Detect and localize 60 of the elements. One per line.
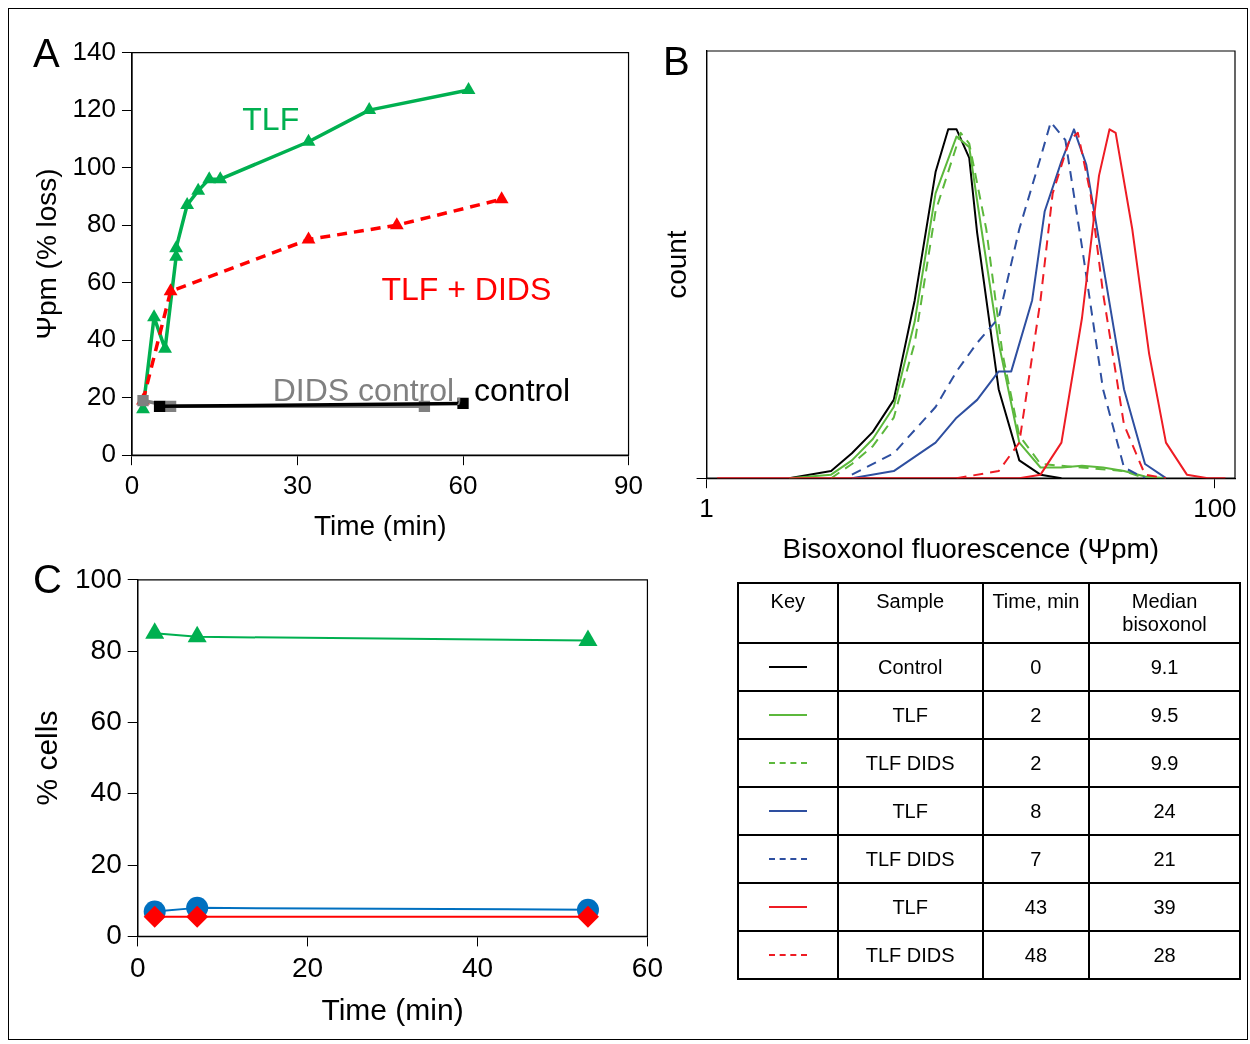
y-tick-label: 0 [106, 919, 122, 951]
category-label: Median bisoxonol [1089, 583, 1240, 643]
y-tick-label: 140 [72, 35, 116, 66]
text: 9.9 [1089, 739, 1240, 787]
series-label: TLF [242, 101, 300, 138]
text: 43 [982, 883, 1090, 931]
chart-title: A [33, 31, 60, 76]
y-axis-title: count [660, 230, 692, 299]
text: 28 [1089, 931, 1240, 979]
y-tick-label: 80 [90, 633, 122, 665]
x-tick-label: 60 [448, 469, 478, 500]
series-label: DIDS control, [272, 371, 464, 408]
text: TLF DIDS [837, 931, 983, 979]
text: 21 [1089, 835, 1240, 883]
text: 39 [1089, 883, 1240, 931]
text: 48 [982, 931, 1090, 979]
y-tick-label: 80 [87, 208, 116, 239]
chart-title: C [33, 557, 62, 602]
x-axis-title: Bisoxonol fluorescence (Ψpm) [782, 532, 1160, 564]
x-tick-label: 40 [461, 951, 494, 983]
text: 7 [982, 835, 1090, 883]
x-tick-label: 30 [283, 469, 312, 500]
text: 9.5 [1089, 691, 1240, 739]
chart-title: B [663, 39, 690, 84]
text: TLF [837, 787, 983, 835]
text: TLF DIDS [837, 739, 983, 787]
y-tick-label: 60 [87, 265, 116, 296]
category-label: Key [738, 583, 838, 643]
text: TLF [837, 883, 983, 931]
y-tick-label: 120 [72, 93, 116, 124]
y-tick-label: 20 [90, 847, 122, 879]
text: Control [837, 643, 983, 691]
text: 9.1 [1089, 643, 1240, 691]
x-axis-title: Time (min) [321, 993, 464, 1027]
y-axis-title: % cells [30, 710, 64, 806]
x-axis-title: Time (min) [313, 509, 447, 541]
category-label: Time, min [982, 583, 1090, 643]
y-tick-label: 100 [75, 562, 122, 594]
y-tick-label: 100 [72, 150, 116, 181]
y-tick-label: 40 [87, 323, 116, 354]
text: 2 [982, 739, 1090, 787]
category-label: Sample [837, 583, 983, 643]
x-tick-label: 90 [614, 469, 643, 500]
x-tick-label: 60 [631, 951, 664, 983]
x-tick-label: 0 [129, 951, 146, 983]
series-label: control [474, 371, 571, 408]
y-tick-label: 60 [90, 705, 122, 737]
y-tick-label: 40 [90, 776, 122, 808]
text: 24 [1089, 787, 1240, 835]
series-label: TLF + DIDS [381, 271, 552, 308]
text: TLF DIDS [837, 835, 983, 883]
y-axis-title: Ψpm (% loss) [30, 168, 62, 340]
text: 2 [982, 691, 1090, 739]
y-tick-label: 20 [87, 380, 116, 411]
x-tick-label: 20 [292, 951, 324, 983]
text: 8 [982, 787, 1090, 835]
text: TLF [837, 691, 983, 739]
x-tick-label: 1 [699, 492, 714, 523]
y-tick-label: 0 [101, 438, 116, 469]
text: 0 [982, 643, 1090, 691]
